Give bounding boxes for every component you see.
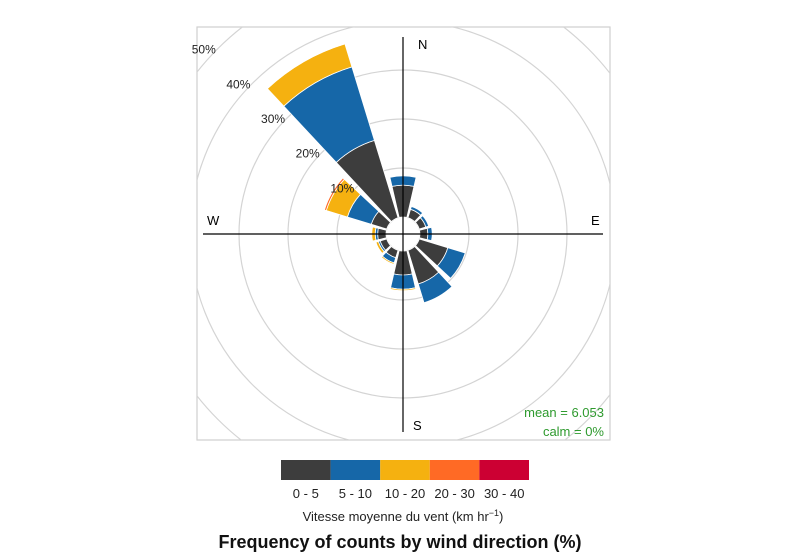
legend-swatch xyxy=(429,460,480,480)
legend-swatch xyxy=(330,460,381,480)
legend-label: 30 - 40 xyxy=(484,486,524,501)
legend-title: Vitesse moyenne du vent (km hr−1) xyxy=(303,508,504,524)
petal-segment xyxy=(419,215,430,228)
petal-segment xyxy=(266,42,346,90)
mean-annotation: mean = 6.053 xyxy=(524,405,604,420)
legend-swatch xyxy=(479,460,529,480)
legend-label: 10 - 20 xyxy=(385,486,425,501)
calm-annotation: calm = 0% xyxy=(543,424,604,439)
compass-label-west: W xyxy=(207,213,220,228)
compass-label-east: E xyxy=(591,213,600,228)
radial-tick-label: 40% xyxy=(226,77,250,91)
petal-segment xyxy=(389,287,417,292)
compass-label-north: N xyxy=(418,37,427,52)
chart-title: Frequency of counts by wind direction (%… xyxy=(218,532,581,552)
legend-label: 20 - 30 xyxy=(434,486,474,501)
radial-tick-label: 50% xyxy=(192,43,216,57)
petal-segment xyxy=(417,271,453,304)
petal-segment xyxy=(323,177,345,212)
petal-segment xyxy=(410,205,424,216)
radial-tick-label: 20% xyxy=(296,147,320,161)
legend-label: 5 - 10 xyxy=(339,486,372,501)
radial-tick-label: 10% xyxy=(330,181,354,195)
compass-label-south: S xyxy=(413,418,422,433)
legend-label: 0 - 5 xyxy=(293,486,319,501)
legend-swatch xyxy=(281,460,331,480)
petal-segment xyxy=(375,241,385,254)
radial-tick-label: 30% xyxy=(261,112,285,126)
petal-segment xyxy=(436,247,466,279)
legend-swatch xyxy=(380,460,430,480)
legend: 0 - 5 5 - 10 10 - 20 20 - 30 30 - 40 xyxy=(281,460,529,501)
petal-segment xyxy=(380,255,395,265)
